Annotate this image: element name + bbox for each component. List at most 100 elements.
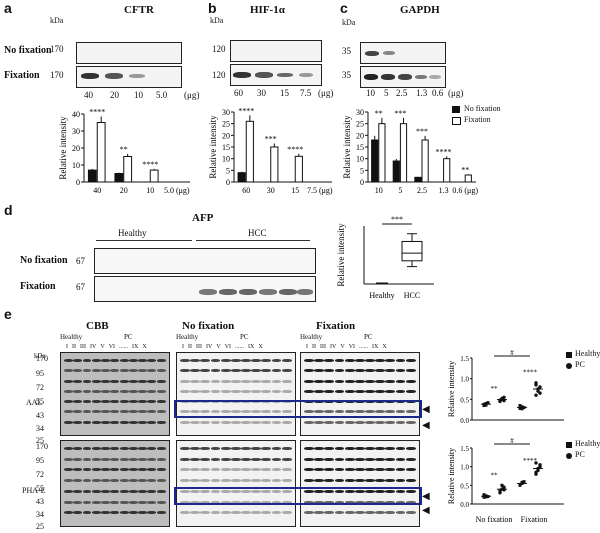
data-point-healthy	[520, 480, 524, 484]
lane-label: IX	[132, 344, 139, 350]
panel-a-letter: a	[4, 0, 12, 16]
x-tick-label: 15	[291, 186, 299, 195]
mw-label: 170	[50, 70, 64, 80]
mw-label: 55	[36, 397, 44, 406]
bar	[237, 172, 246, 183]
significance-label: ****	[142, 160, 158, 169]
group-label-healthy: Healthy	[60, 333, 83, 341]
lane-label: I	[306, 344, 308, 350]
mw-label: 72	[36, 383, 44, 392]
y-tick-label: 15	[222, 143, 230, 152]
y-tick-label: 40	[72, 110, 80, 119]
lane-labels: I II III IV V VI...... IX X	[306, 344, 387, 350]
legend-label: PC	[575, 360, 585, 369]
lane-label: 15	[280, 88, 289, 98]
x-tick-label: 0.6 (μg)	[452, 186, 478, 195]
lane-label: 10	[134, 90, 143, 100]
chart-c: 0 5 10 15 20 25 30 Relative intensity ** 10 *** 5 **…	[342, 108, 478, 195]
y-axis-label: Relative intensity	[336, 223, 346, 287]
bar	[399, 123, 408, 183]
y-tick-label: 25	[222, 120, 230, 129]
lane-label: IX	[372, 344, 379, 350]
blot-cbb-aal	[60, 352, 170, 436]
highlight-box-pha-e	[174, 487, 422, 505]
group-label-healthy: Healthy	[300, 333, 323, 341]
bar	[245, 120, 254, 183]
data-point-healthy	[482, 493, 486, 497]
mw-label: 43	[36, 497, 44, 506]
lane-label: I	[182, 344, 184, 350]
y-tick-label: 0.0	[460, 501, 469, 509]
mw-label: 67	[76, 282, 85, 292]
legend-square-icon	[566, 442, 572, 448]
mw-label: 34	[36, 510, 44, 519]
legend-label: Healthy	[575, 439, 600, 448]
data-point-healthy	[520, 407, 524, 411]
panel-e-title-nofix: No fixation	[182, 320, 235, 332]
blot-gapdh-nofix	[360, 42, 446, 64]
y-tick-label: 20	[72, 144, 80, 153]
chart-d: Relative intensity *** Healthy HCC	[336, 215, 434, 300]
y-tick-label: 30	[222, 108, 230, 117]
lane-label: VI	[108, 344, 116, 350]
y-axis-label: Relative intensity	[447, 361, 456, 417]
data-point-pc	[534, 393, 538, 397]
group-label: HCC	[248, 228, 267, 238]
arrowhead-icon: ◀	[422, 404, 430, 415]
y-tick-label: 20	[222, 131, 230, 140]
lane-label: 5	[384, 88, 389, 98]
lane-label: V	[340, 344, 345, 350]
y-tick-label: 0	[226, 178, 230, 187]
unit-label: (μg)	[448, 88, 464, 98]
significance-label: ***	[394, 109, 406, 118]
panel-a-kda: kDa	[50, 16, 64, 25]
lane-label: 40	[84, 90, 93, 100]
mw-label: 43	[36, 411, 44, 420]
blot-cftr-nofix	[76, 42, 182, 64]
x-tick-label: HCC	[404, 291, 420, 300]
mw-label: 170	[36, 442, 48, 451]
blot-gapdh-fix	[360, 66, 446, 88]
data-point-healthy	[482, 495, 486, 499]
lane-label: III	[80, 344, 86, 350]
lane-label: VI	[224, 344, 232, 350]
x-tick-label: 20	[120, 186, 128, 195]
legend-label: Healthy	[575, 349, 600, 358]
y-tick-label: 25	[356, 120, 364, 129]
bar	[421, 139, 429, 183]
lane-label: III	[196, 344, 202, 350]
significance-label: ****	[436, 147, 452, 156]
significance-label: ****	[238, 106, 254, 115]
significance-label: #	[510, 437, 514, 445]
blot-hif-fix	[230, 64, 322, 86]
legend-dot-icon	[566, 453, 572, 459]
data-point-pc	[534, 383, 538, 387]
bar	[96, 122, 106, 183]
lane-label: ......	[119, 344, 129, 350]
significance-label: ****	[287, 145, 303, 154]
y-axis-label: Relative intensity	[342, 115, 352, 179]
group-bar	[196, 240, 310, 241]
legend-swatch-fix	[452, 117, 461, 125]
lane-label: 0.6	[432, 88, 444, 98]
mw-label: 95	[36, 456, 44, 465]
y-tick-label: 10	[222, 155, 230, 164]
legend-label: Fixation	[464, 115, 491, 124]
mw-label: 120	[212, 44, 226, 54]
mw-label: 170	[36, 354, 48, 363]
group-label-pc: PC	[240, 333, 249, 341]
significance-label: **	[120, 145, 128, 154]
arrowhead-icon: ◀	[422, 420, 430, 431]
panel-a-title: CFTR	[124, 4, 154, 16]
unit-label: (μg)	[318, 88, 334, 98]
mw-label: 95	[36, 369, 44, 378]
mw-label: 55	[36, 484, 44, 493]
data-point-pc	[498, 489, 502, 493]
bar	[87, 169, 97, 183]
x-tick-label: 2.5	[417, 186, 427, 195]
legend-square-icon	[566, 352, 572, 358]
data-point-pc	[538, 391, 542, 395]
significance-label: ***	[416, 127, 428, 136]
lane-label: 7.5	[300, 88, 312, 98]
